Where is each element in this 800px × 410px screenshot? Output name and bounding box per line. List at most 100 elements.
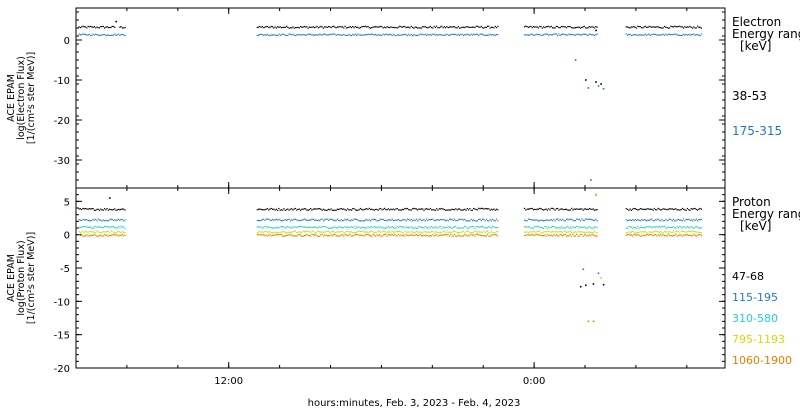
data-point: [409, 219, 411, 221]
data-point: [333, 234, 335, 236]
data-point: [466, 26, 468, 28]
data-point: [662, 232, 664, 234]
data-point: [410, 231, 412, 233]
data-point: [534, 26, 536, 28]
data-point: [292, 226, 294, 228]
data-point: [376, 220, 378, 222]
data-point: [545, 231, 547, 233]
data-point: [417, 27, 419, 29]
data-point: [401, 235, 403, 237]
data-point: [110, 234, 112, 237]
data-point: [585, 232, 587, 234]
data-point: [685, 227, 687, 229]
data-point: [288, 27, 290, 29]
data-point: [470, 33, 472, 35]
data-point: [118, 235, 120, 237]
data-point: [405, 231, 407, 233]
data-point: [669, 208, 671, 210]
data-point: [123, 226, 125, 228]
data-point: [340, 219, 342, 221]
data-point: [641, 208, 643, 210]
data-point: [260, 219, 262, 221]
data-point: [541, 27, 543, 29]
data-point: [571, 218, 573, 220]
data-point: [87, 208, 89, 210]
data-point: [373, 34, 375, 36]
data-point: [330, 208, 332, 210]
data-point: [661, 218, 663, 220]
data-point: [481, 218, 484, 220]
data-point: [683, 234, 685, 236]
data-point: [123, 220, 125, 222]
data-point: [264, 34, 266, 36]
data-point: [633, 226, 635, 229]
data-point: [120, 234, 122, 237]
data-point: [476, 25, 479, 27]
data-point: [96, 230, 98, 232]
data-point: [419, 218, 421, 220]
data-point: [534, 208, 536, 210]
data-point: [637, 231, 639, 234]
data-point: [592, 283, 595, 285]
data-point: [562, 33, 564, 35]
data-point: [628, 27, 630, 29]
data-point: [345, 27, 347, 29]
data-point: [448, 235, 451, 237]
data-point: [350, 219, 353, 221]
data-point: [321, 209, 323, 211]
data-point: [560, 231, 562, 233]
data-point: [84, 33, 87, 35]
data-point: [324, 226, 326, 228]
data-point: [461, 231, 463, 233]
data-point: [633, 34, 635, 36]
data-point: [457, 234, 459, 236]
data-point: [399, 209, 401, 211]
data-point: [574, 34, 576, 36]
data-point: [683, 208, 685, 210]
data-point: [342, 26, 344, 28]
data-point: [600, 277, 602, 279]
data-point: [79, 234, 81, 237]
data-point: [669, 230, 671, 232]
data-point: [592, 208, 594, 210]
data-point: [660, 230, 662, 233]
data-point: [564, 227, 566, 229]
data-point: [451, 227, 453, 229]
data-point: [78, 26, 80, 28]
data-point: [629, 234, 631, 236]
data-point: [438, 226, 440, 228]
data-point: [494, 209, 496, 211]
data-point: [590, 34, 592, 36]
data-point: [577, 218, 579, 220]
data-point: [460, 209, 462, 211]
data-point: [410, 219, 412, 221]
data-point: [602, 88, 605, 90]
data-point: [102, 235, 104, 237]
data-point: [368, 33, 370, 36]
data-point: [568, 235, 570, 237]
data-point: [378, 208, 381, 210]
data-point: [403, 209, 405, 211]
data-point: [448, 209, 451, 211]
data-point: [406, 35, 409, 37]
data-point: [394, 34, 396, 36]
data-point: [487, 227, 489, 229]
data-point: [391, 218, 393, 220]
data-point: [356, 226, 358, 228]
data-point: [627, 227, 629, 229]
data-point: [467, 34, 470, 36]
data-point: [334, 233, 336, 236]
data-point: [405, 208, 407, 210]
data-point: [102, 227, 104, 229]
data-point: [423, 219, 425, 221]
data-point: [391, 234, 393, 236]
data-point: [284, 34, 286, 36]
data-point: [81, 231, 83, 233]
data-point: [279, 231, 281, 233]
data-point: [445, 231, 447, 234]
data-point: [540, 219, 542, 221]
data-point: [265, 218, 267, 220]
data-point: [282, 209, 284, 211]
data-point: [401, 208, 403, 210]
